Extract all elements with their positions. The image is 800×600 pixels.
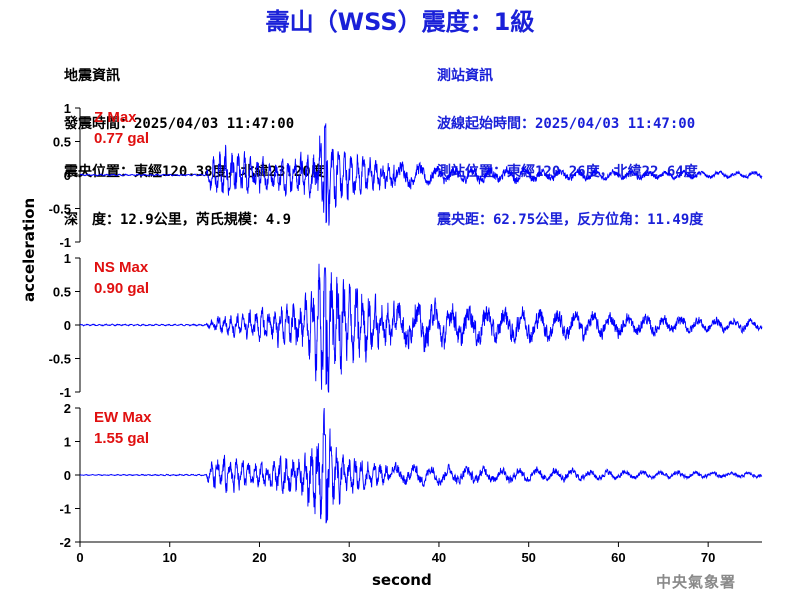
y-tick-label: 1 [64,251,71,266]
panel-ew: -2 -1 0 1 2 EW Max 1.55 gal [59,401,763,550]
page-title: 壽山（WSS）震度：1級 [265,8,535,36]
x-tick-label: 20 [252,550,266,565]
y-tick-label: -1 [59,385,71,400]
panel-ns: -1 -0.5 0 0.5 1 NS Max 0.90 gal [49,251,763,400]
quake-info-epicenter: 震央位置：東經120.38度，北緯23.20度 [64,164,325,180]
y-tick-label: -1 [59,235,71,250]
station-info-distance: 震央距：62.75公里，反方位角：11.49度 [437,212,704,228]
waveform-trace-z [79,123,763,226]
panel-z: -1 -0.5 0 0.5 1 Z Max 0.77 gal [49,101,763,250]
y-tick-label: -0.5 [49,202,71,217]
y-tick-label: 0 [64,468,71,483]
y-tick-label: 1 [64,101,71,116]
y-tick-label: 2 [64,401,71,416]
x-tick-label: 40 [432,550,446,565]
agency-credit: 中央氣象署 [656,573,737,591]
y-tick-label: 0 [64,168,71,183]
quake-info-heading: 地震資訊 [64,68,120,84]
quake-info: 地震資訊 發震時間：2025/04/03 11:47:00 震央位置：東經120… [64,36,325,244]
y-tick-label: -2 [59,535,71,550]
max-value-z: 0.77 gal [94,130,149,147]
x-tick-label: 60 [611,550,625,565]
y-tick-label: 0.5 [53,285,71,300]
station-info-wave-time: 波線起始時間：2025/04/03 11:47:00 [437,116,696,132]
x-tick-label: 0 [76,550,83,565]
y-tick-label: -0.5 [49,352,71,367]
max-value-ns: 0.90 gal [94,280,149,297]
waveform-trace-ew [79,407,763,524]
x-axis-label: second [372,571,432,589]
station-info: 測站資訊 波線起始時間：2025/04/03 11:47:00 測站位置：東經1… [437,36,703,244]
quake-info-time: 發震時間：2025/04/03 11:47:00 [64,116,295,132]
x-tick-label: 70 [701,550,715,565]
x-tick-label: 50 [521,550,535,565]
max-label-ns: NS Max [94,259,149,276]
quake-info-depth-magnitude: 深 度：12.9公里，芮氏規模：4.9 [64,212,292,228]
max-label-ew: EW Max [94,409,152,426]
station-info-heading: 測站資訊 [437,68,493,84]
y-tick-label: 0 [64,318,71,333]
y-tick-label: -1 [59,502,71,517]
y-tick-label: 1 [64,435,71,450]
y-axis-label: acceleration [20,197,38,302]
x-tick-label: 10 [163,550,177,565]
max-value-ew: 1.55 gal [94,430,149,447]
x-tick-label: 30 [342,550,356,565]
y-tick-label: 0.5 [53,135,71,150]
max-label-z: Z Max [94,109,137,126]
waveform-trace-ns [79,263,763,393]
